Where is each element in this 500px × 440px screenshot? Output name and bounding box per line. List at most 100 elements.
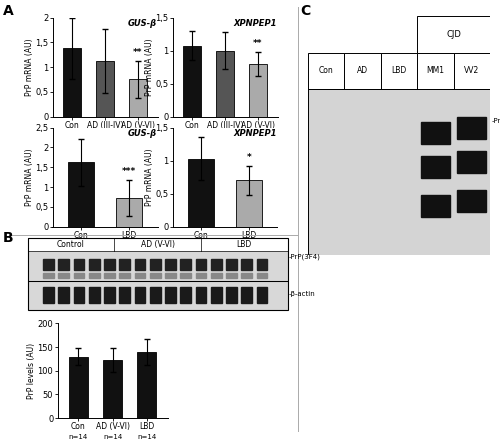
Bar xyxy=(226,273,237,278)
Bar xyxy=(242,287,252,303)
Text: VV2: VV2 xyxy=(464,66,479,75)
Text: n=15: n=15 xyxy=(62,135,82,140)
Text: LBD: LBD xyxy=(391,66,406,75)
Y-axis label: PrP levels (AU): PrP levels (AU) xyxy=(27,343,36,399)
Bar xyxy=(129,80,147,117)
Bar xyxy=(180,259,191,270)
Bar xyxy=(417,16,490,52)
Bar xyxy=(226,259,237,270)
Text: n=15: n=15 xyxy=(72,244,91,250)
Bar xyxy=(344,52,381,89)
Bar xyxy=(134,273,145,278)
Bar xyxy=(256,259,268,270)
Text: Con: Con xyxy=(318,66,333,75)
Text: GUS-β: GUS-β xyxy=(128,128,156,138)
Bar xyxy=(196,273,206,278)
Bar xyxy=(89,273,100,278)
Bar xyxy=(417,52,454,89)
Bar xyxy=(226,287,237,303)
Text: **: ** xyxy=(133,48,142,57)
Bar xyxy=(120,287,130,303)
Bar xyxy=(420,195,450,217)
Bar xyxy=(28,238,287,251)
Bar xyxy=(188,158,214,227)
Bar xyxy=(74,259,85,270)
Text: XPNPEP1: XPNPEP1 xyxy=(233,128,276,138)
Bar xyxy=(138,352,156,418)
Bar xyxy=(116,198,142,227)
Bar xyxy=(74,273,85,278)
Bar xyxy=(380,52,417,89)
Text: GUS-β: GUS-β xyxy=(128,18,156,28)
Text: MM1: MM1 xyxy=(426,66,444,75)
Bar xyxy=(457,117,486,139)
Text: C: C xyxy=(300,4,310,18)
Bar xyxy=(103,360,122,418)
Text: B: B xyxy=(2,231,13,245)
Bar xyxy=(236,180,262,227)
Bar xyxy=(104,273,115,278)
Bar xyxy=(43,287,54,303)
Text: n=9: n=9 xyxy=(98,135,112,140)
Y-axis label: PrP mRNA (AU): PrP mRNA (AU) xyxy=(25,148,34,206)
Bar xyxy=(242,259,252,270)
Y-axis label: PrP mRNA (AU): PrP mRNA (AU) xyxy=(25,38,34,96)
Bar xyxy=(150,273,160,278)
Bar xyxy=(196,259,206,270)
Bar xyxy=(216,51,234,117)
Bar xyxy=(308,89,490,255)
Bar xyxy=(165,259,176,270)
Bar xyxy=(120,259,130,270)
Bar xyxy=(43,259,54,270)
Bar xyxy=(256,287,268,303)
Bar xyxy=(68,162,94,227)
Text: n=20: n=20 xyxy=(248,135,268,140)
Bar xyxy=(180,287,191,303)
Text: AD: AD xyxy=(356,66,368,75)
Text: CJD: CJD xyxy=(446,29,461,39)
Bar xyxy=(457,151,486,173)
Text: -PrP(3F4): -PrP(3F4) xyxy=(289,253,321,260)
Bar xyxy=(165,287,176,303)
Text: XPNPEP1: XPNPEP1 xyxy=(233,18,276,28)
Bar xyxy=(43,273,54,278)
Bar xyxy=(256,273,268,278)
Bar xyxy=(454,52,490,89)
Bar xyxy=(89,287,100,303)
Bar xyxy=(165,273,176,278)
Text: n=20: n=20 xyxy=(119,244,139,250)
Bar xyxy=(150,287,160,303)
Text: ***: *** xyxy=(122,167,136,176)
Bar xyxy=(420,156,450,178)
Bar xyxy=(58,259,69,270)
Text: -β-actin: -β-actin xyxy=(289,291,316,297)
Bar xyxy=(63,48,81,117)
Bar xyxy=(134,259,145,270)
Bar xyxy=(211,287,222,303)
Text: A: A xyxy=(2,4,13,18)
Y-axis label: PrP mRNA (AU): PrP mRNA (AU) xyxy=(145,148,154,206)
Bar xyxy=(196,287,206,303)
Bar xyxy=(74,287,85,303)
Bar xyxy=(180,273,191,278)
Text: n=14: n=14 xyxy=(103,434,122,440)
Bar xyxy=(308,52,344,89)
Text: n=14: n=14 xyxy=(137,434,156,440)
Bar xyxy=(58,273,69,278)
Text: AD (V-VI): AD (V-VI) xyxy=(140,240,174,249)
Text: n=20: n=20 xyxy=(239,244,258,250)
Bar xyxy=(28,251,287,310)
Text: LBD: LBD xyxy=(236,240,252,249)
Text: n=15: n=15 xyxy=(192,244,211,250)
Bar xyxy=(150,259,160,270)
Text: n=15: n=15 xyxy=(182,135,202,140)
Bar xyxy=(457,191,486,213)
Bar xyxy=(420,122,450,144)
Text: n=20: n=20 xyxy=(128,135,148,140)
Text: *: * xyxy=(246,153,251,162)
Bar xyxy=(183,46,201,117)
Y-axis label: PrP mRNA (AU): PrP mRNA (AU) xyxy=(145,38,154,96)
Bar xyxy=(96,61,114,117)
Bar xyxy=(120,273,130,278)
Bar xyxy=(104,259,115,270)
